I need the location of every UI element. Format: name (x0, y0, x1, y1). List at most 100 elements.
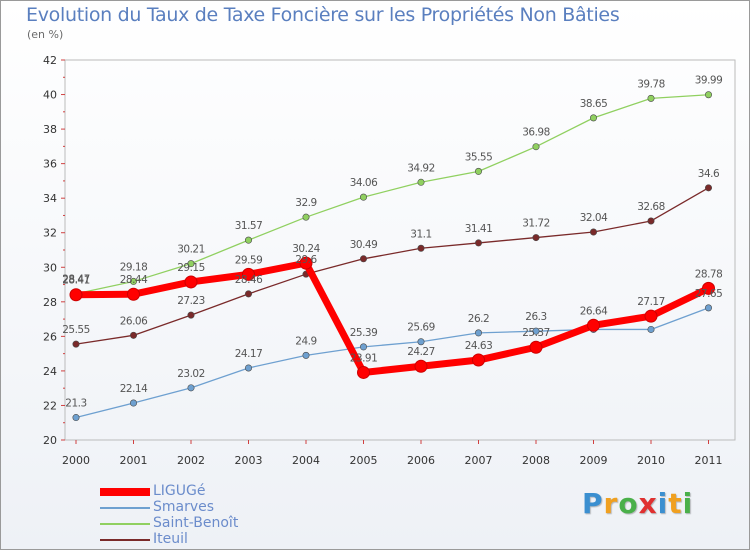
data-label: 32.04 (580, 212, 608, 224)
logo-letter: o (618, 487, 639, 520)
y-tick-label: 34 (43, 192, 57, 205)
y-tick-label: 36 (43, 158, 57, 171)
y-tick-label: 24 (43, 365, 57, 378)
logo-letter: r (603, 487, 619, 520)
data-label: 25.55 (62, 324, 90, 336)
y-tick-label: 32 (43, 227, 57, 240)
data-label: 26.06 (120, 315, 148, 327)
y-tick-label: 20 (43, 434, 57, 447)
data-point (474, 167, 482, 175)
data-point (245, 364, 253, 372)
data-label: 25.69 (407, 322, 435, 334)
data-point (359, 343, 367, 351)
data-point (702, 281, 715, 295)
data-label: 31.57 (235, 220, 263, 232)
y-tick-label: 26 (43, 330, 57, 343)
x-tick-label: 2009 (580, 454, 608, 467)
data-label: 34.6 (698, 168, 720, 180)
data-label: 35.55 (465, 151, 493, 163)
data-point (245, 236, 253, 244)
x-tick-label: 2005 (350, 454, 378, 467)
data-point (414, 359, 428, 373)
data-label: 23.91 (350, 352, 378, 364)
data-point (474, 239, 482, 247)
data-point (69, 288, 83, 302)
data-label: 22.14 (120, 383, 148, 395)
data-label: 30.21 (177, 244, 205, 256)
data-point (187, 384, 195, 392)
data-label: 23.02 (177, 368, 205, 380)
series-line-ligugé (72, 259, 712, 376)
data-label: 30.24 (292, 243, 320, 255)
data-point (302, 213, 310, 221)
x-tick-label: 2003 (235, 454, 263, 467)
data-label: 24.9 (295, 335, 316, 347)
logo-letter: x (638, 487, 658, 520)
data-label: 29.18 (120, 261, 148, 273)
x-tick-label: 2011 (695, 454, 723, 467)
data-point (242, 267, 255, 281)
data-point (587, 318, 600, 332)
data-label: 29.59 (235, 254, 263, 266)
data-point (704, 91, 712, 99)
x-tick-label: 2004 (292, 454, 320, 467)
data-point (644, 309, 658, 323)
legend-label: Saint-Benoît (153, 515, 239, 531)
data-label: 34.06 (350, 177, 378, 189)
data-label: 24.63 (465, 340, 493, 352)
x-tick-label: 2000 (62, 454, 90, 467)
plot-area (64, 59, 736, 441)
y-tick-label: 38 (43, 123, 57, 136)
data-point (187, 311, 195, 319)
data-label: 31.72 (522, 218, 550, 230)
data-label: 27.17 (637, 296, 665, 308)
data-label: 29.15 (177, 262, 205, 274)
y-tick-label: 40 (43, 89, 57, 102)
x-tick-label: 2006 (407, 454, 435, 467)
x-tick-label: 2001 (120, 454, 148, 467)
data-label: 39.78 (637, 78, 665, 90)
legend-label: LIGUGé (153, 483, 206, 499)
data-point (417, 244, 425, 252)
data-point (127, 287, 140, 301)
data-point (299, 256, 313, 270)
series-line-iteuil (75, 187, 710, 345)
x-tick-label: 2007 (465, 454, 493, 467)
data-point (359, 255, 367, 263)
data-label: 28.46 (235, 274, 263, 286)
data-point (589, 228, 597, 236)
data-label: 25.37 (522, 327, 550, 339)
data-point (184, 275, 198, 289)
data-point (130, 277, 138, 285)
data-label: 32.68 (637, 201, 665, 213)
data-point (72, 414, 80, 422)
data-point (472, 353, 485, 367)
data-point (72, 340, 80, 348)
logo-letter: P (582, 487, 604, 520)
y-tick-label: 22 (43, 399, 57, 412)
data-point (647, 217, 655, 225)
data-point (357, 365, 370, 379)
data-label: 30.49 (350, 239, 378, 251)
data-point (704, 184, 712, 192)
logo-letter: i (657, 487, 669, 520)
line-chart: 20 22 24 26 28 30 32 34 36 38 40 42 2000 2001 2002 2003… (43, 54, 736, 467)
data-label: 31.1 (410, 228, 431, 240)
data-label: 24.27 (407, 346, 435, 358)
data-label: 26.2 (468, 313, 489, 325)
logo-letter: t (668, 487, 683, 520)
data-point (529, 340, 543, 354)
y-tick-label: 28 (43, 296, 57, 309)
data-label: 31.41 (465, 223, 493, 235)
series-line-smarves (75, 307, 710, 419)
data-point (245, 290, 253, 298)
y-tick-label: 30 (43, 261, 57, 274)
data-label: 39.99 (695, 75, 723, 87)
data-point (187, 260, 195, 268)
unit-label: (en %) (27, 28, 64, 41)
data-label: 25.39 (350, 327, 378, 339)
data-label: 28.44 (120, 274, 148, 286)
data-label: 34.92 (407, 162, 435, 174)
data-point (532, 234, 540, 242)
